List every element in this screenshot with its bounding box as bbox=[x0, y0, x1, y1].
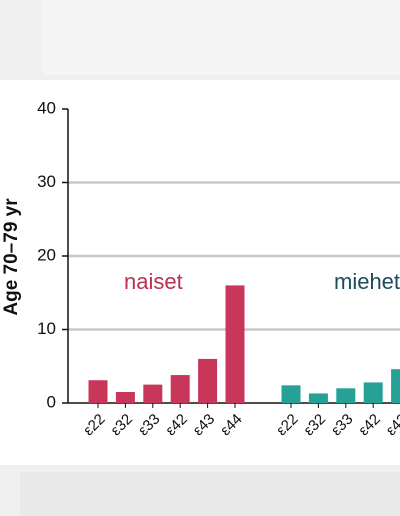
y-tick-label: 0 bbox=[47, 392, 56, 411]
bar bbox=[308, 393, 328, 403]
bar bbox=[198, 358, 218, 403]
y-tick-label: 30 bbox=[37, 172, 56, 191]
y-tick-label: 40 bbox=[37, 98, 56, 117]
series-label: miehet bbox=[334, 269, 400, 294]
series-label: naiset bbox=[124, 269, 183, 294]
top-panel bbox=[42, 0, 400, 75]
bar bbox=[115, 391, 135, 403]
bar bbox=[225, 285, 245, 403]
bottom-panel bbox=[20, 472, 400, 516]
y-tick-label: 20 bbox=[37, 245, 56, 264]
bar bbox=[170, 375, 190, 403]
y-axis-label: Age 70–79 yr bbox=[1, 198, 22, 316]
bar bbox=[281, 385, 301, 403]
chart: Age 70–79 yr 010203040naisetε22ε32ε33ε42… bbox=[0, 80, 400, 465]
y-tick-label: 10 bbox=[37, 319, 56, 338]
bar bbox=[143, 384, 163, 403]
bar bbox=[336, 388, 356, 403]
bar bbox=[88, 380, 108, 403]
bar bbox=[363, 382, 383, 403]
bar bbox=[391, 369, 400, 403]
